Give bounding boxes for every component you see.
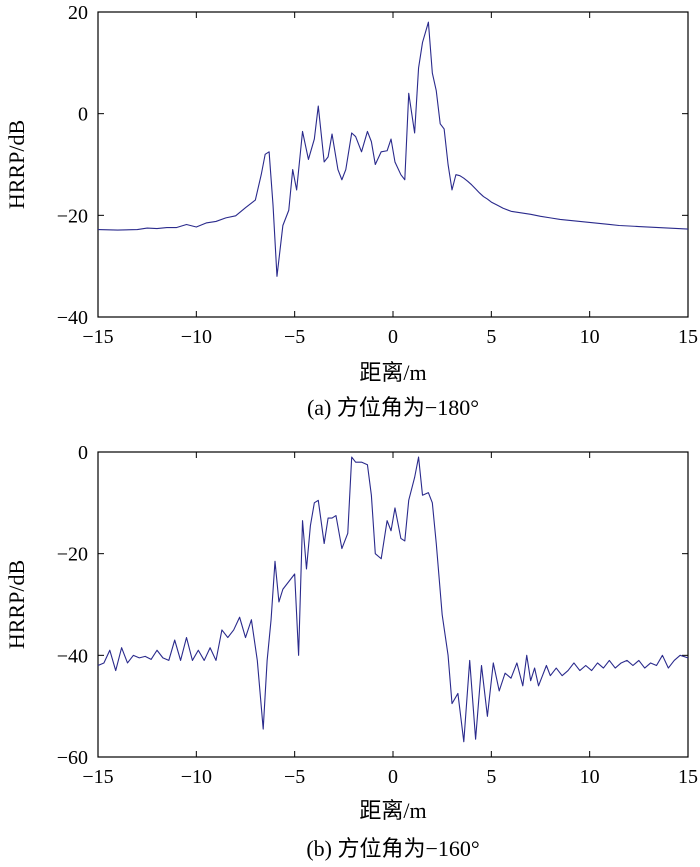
chart-b-xtick-label: −5: [284, 766, 305, 788]
chart-b-ylabel: HRRP/dB: [4, 560, 29, 649]
chart-b-xtick-label: 5: [486, 766, 496, 788]
chart-b-xtick-label: 0: [388, 766, 398, 788]
chart-a-plot-frame: [97, 11, 689, 318]
chart-b-ytick-label: −20: [57, 544, 88, 566]
chart-a-xtick-label: 0: [388, 326, 398, 348]
chart-a-ytick-label: 0: [78, 104, 88, 126]
chart-b-ytick-label: 0: [78, 442, 88, 464]
chart-b-xlabel: 距离/m: [359, 798, 426, 823]
chart-a-series-line: [97, 21, 689, 277]
chart-b-ytick-label: −40: [57, 645, 88, 667]
chart-a-ytick-label: −40: [57, 307, 88, 329]
chart-b-caption: (b) 方位角为−160°: [306, 836, 479, 861]
chart-a-xtick-label: 10: [580, 326, 600, 348]
chart-b-plot-frame: [97, 451, 689, 758]
chart-a-ytick-label: −20: [57, 205, 88, 227]
chart-a-ylabel: HRRP/dB: [4, 120, 29, 209]
chart-b-xtick-label: −10: [181, 766, 212, 788]
chart-b-xtick-label: 10: [580, 766, 600, 788]
chart-b-ytick-label: −60: [57, 747, 88, 769]
chart-a-xtick-label: 15: [678, 326, 698, 348]
chart-b-xtick-label: 15: [678, 766, 698, 788]
chart-a-xtick-label: −5: [284, 326, 305, 348]
chart-a-ytick-label: 20: [68, 2, 88, 24]
chart-a-xlabel: 距离/m: [359, 360, 426, 385]
chart-b-xtick-label: −15: [82, 766, 113, 788]
chart-a-xtick-label: 5: [486, 326, 496, 348]
chart-a-xtick-label: −10: [181, 326, 212, 348]
chart-a-xtick-label: −15: [82, 326, 113, 348]
chart-a-caption: (a) 方位角为−180°: [307, 395, 479, 420]
chart-b-series-line: [97, 456, 689, 743]
